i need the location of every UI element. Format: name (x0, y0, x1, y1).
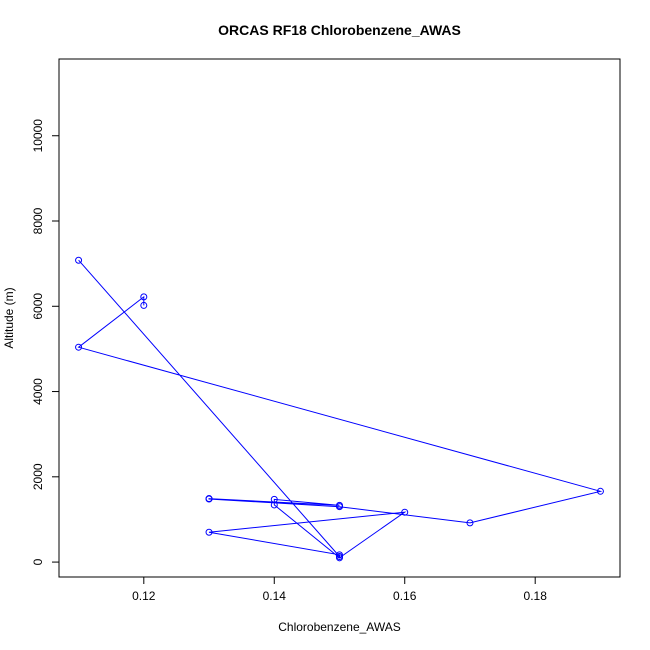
data-point (336, 551, 343, 559)
x-axis-label: Chlorobenzene_AWAS (278, 620, 401, 634)
plot-area-frame (58, 58, 621, 578)
data-point (205, 528, 213, 536)
chart-title: ORCAS RF18 Chlorobenzene_AWAS (218, 22, 461, 38)
x-tick-label: 0.12 (132, 589, 156, 603)
y-tick-label: 8000 (31, 207, 45, 234)
y-axis-label: Altitude (m) (2, 287, 16, 348)
data-point (466, 519, 474, 527)
data-point (401, 508, 409, 516)
data-point (270, 495, 278, 503)
y-tick-label: 6000 (31, 293, 45, 320)
y-tick-label: 0 (31, 558, 45, 565)
y-axis: 0 2000 4000 6000 8000 10000 (31, 119, 59, 565)
data-point (140, 293, 148, 301)
data-point (336, 503, 343, 511)
x-tick-label: 0.16 (393, 589, 417, 603)
data-point (336, 554, 343, 562)
data-point (75, 343, 83, 351)
series-line (77, 259, 603, 559)
data-point (140, 301, 148, 309)
x-tick-label: 0.14 (263, 589, 287, 603)
data-point (596, 487, 604, 495)
y-tick-label: 2000 (31, 463, 45, 490)
data-point (205, 495, 213, 503)
x-axis: 0.12 0.14 0.16 0.18 (132, 577, 547, 603)
series-layer (75, 256, 604, 562)
y-tick-label: 4000 (31, 378, 45, 405)
y-tick-label: 10000 (31, 119, 45, 153)
x-tick-label: 0.18 (524, 589, 548, 603)
data-point (75, 256, 83, 264)
